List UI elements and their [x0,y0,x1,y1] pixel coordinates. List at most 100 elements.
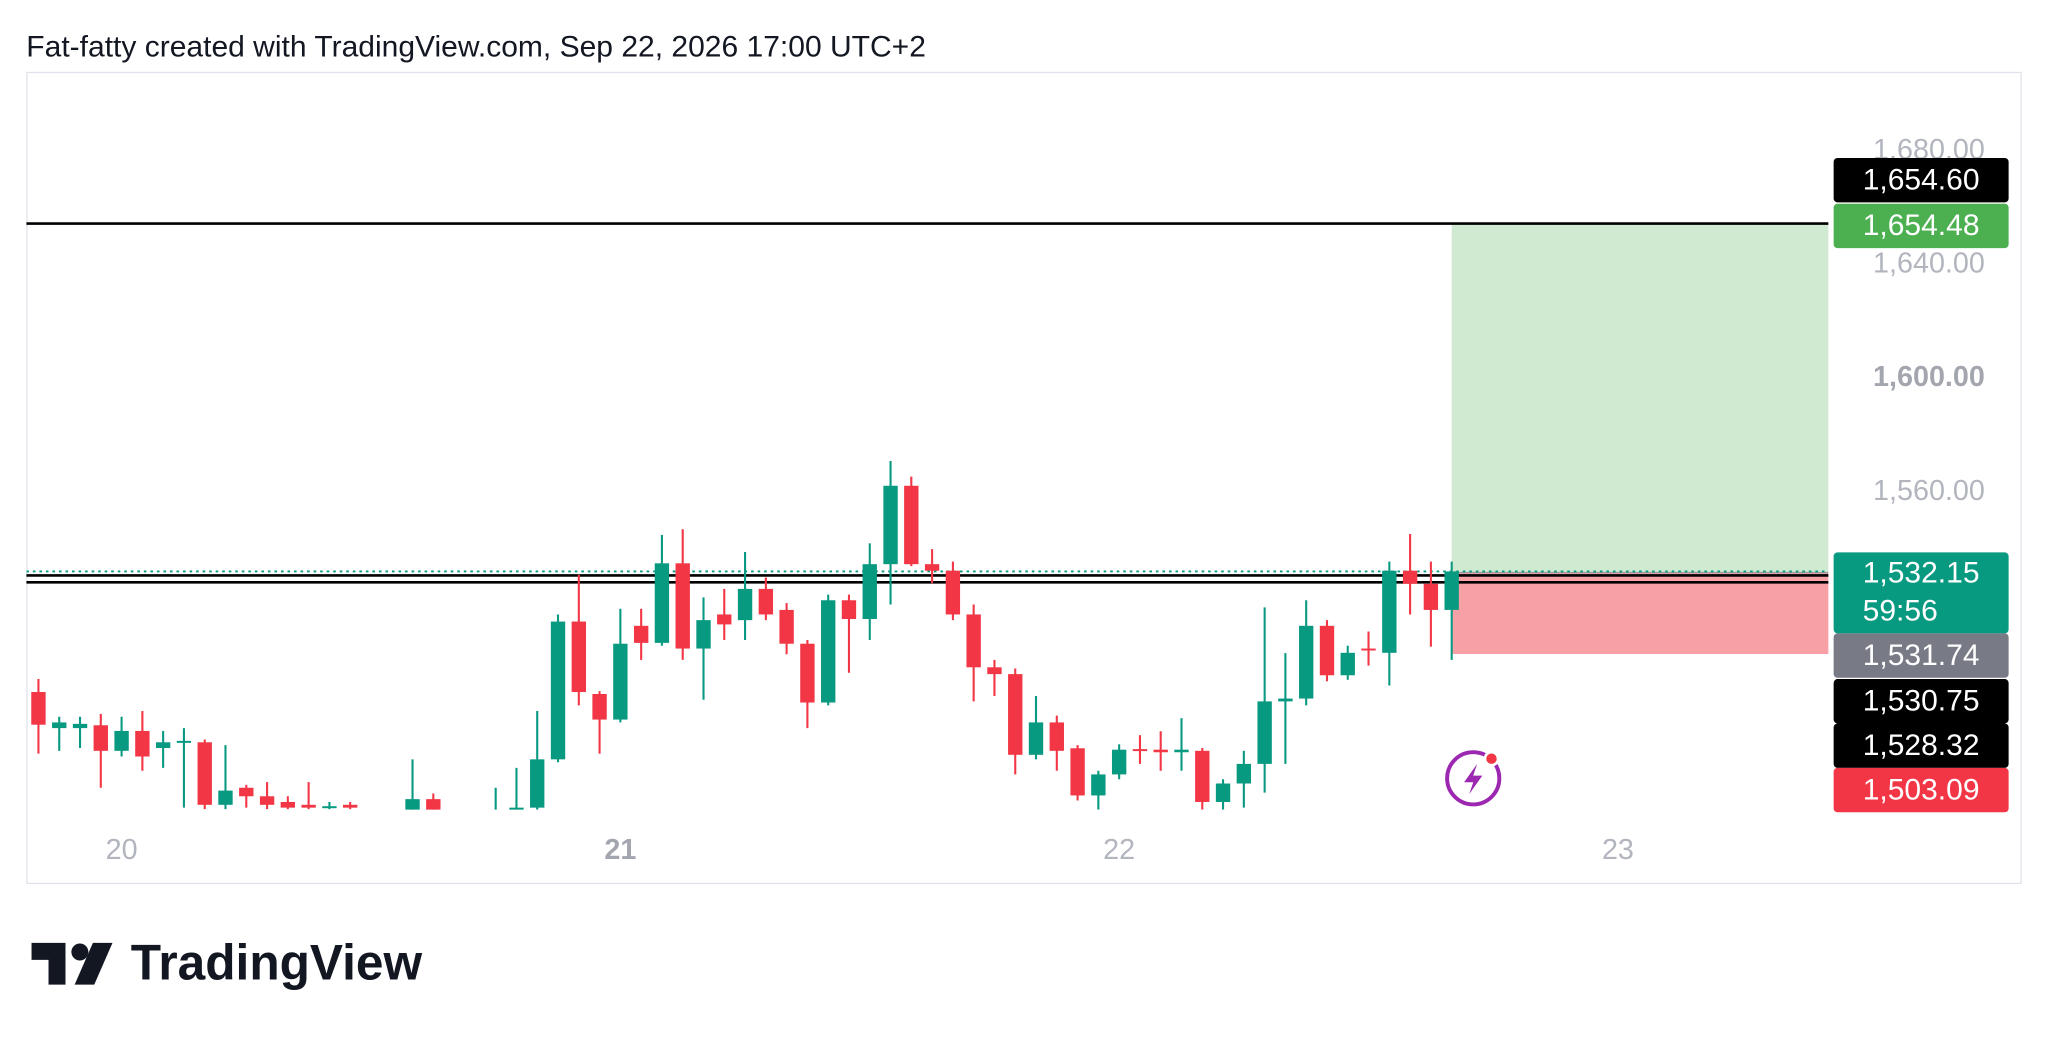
y-tick-label: 1,600.00 [1873,361,1985,393]
candle-body [675,563,690,649]
candle-body [1236,763,1252,784]
candle-body [1340,652,1355,676]
candle-body [613,643,628,720]
candle-body [592,694,607,720]
stop-tag-label: 1,503.09 [1863,773,1980,806]
candle-body [301,804,316,808]
candle-body [924,564,940,571]
candle-body [904,485,919,565]
candle-body [779,609,794,644]
target-zone [1451,223,1829,573]
candle-body [1111,749,1127,775]
candle-body [841,600,857,620]
candle-body [717,614,732,625]
candle-body [1215,783,1231,802]
level-tag-label: 1,654.60 [1863,163,1980,196]
candle-body [259,796,275,805]
candle-body [883,485,898,565]
candle-body [550,621,566,760]
level-tag-bg [1833,723,2009,768]
candle-body [1361,648,1376,651]
candle-body [1174,749,1189,753]
candle-body [1423,583,1439,610]
stop-zone [1451,572,1829,654]
candle-body [52,722,67,729]
candle-body [1402,570,1418,584]
entry-tag-bg [1833,633,2009,678]
level-tag-bg [1833,158,2009,203]
candle-body [800,643,815,703]
candle-body [447,816,461,819]
frame [26,71,2022,885]
candle-body [1299,625,1314,699]
candle-body [696,620,711,649]
alert-icon [1445,750,1502,807]
y-tick-label: 1,560.00 [1873,475,1985,507]
candle-body [1195,750,1210,802]
candle-body [737,588,753,621]
candle-body [114,730,129,751]
candle-body [176,740,192,743]
candle-body [1278,698,1293,702]
candle-body [758,588,774,615]
price-tags: 1,654.60 1,654.48 1,532.15 59:56 1,531.74 1,5… [1833,158,2009,813]
candle-body [405,799,420,810]
candle-body [966,614,981,668]
level-tag-bg [1833,679,2009,724]
candle-body [987,667,1002,675]
plot-area [26,222,1829,820]
candle-body [135,730,150,757]
candle-body [488,813,502,816]
candle-body [342,804,358,808]
candle-body [633,625,649,643]
candle-body [1028,722,1044,755]
target-tag-bg [1833,203,2009,249]
candle-body [155,742,171,748]
candle-body [197,742,212,805]
candle-body [530,759,545,808]
candle-body [218,790,233,805]
candle-body [821,600,836,703]
candle-body [385,813,399,816]
x-tick-label: 20 [106,834,138,866]
candle-body [93,725,108,751]
stop-tag-bg [1833,767,2009,813]
candle-body [945,570,961,615]
candle-body [1008,674,1023,755]
candle-body [1070,748,1085,796]
candle-body [72,723,88,729]
candle-body [654,563,670,643]
current-price-tag-bg [1833,552,2009,634]
candle-body [239,787,254,797]
candle-body [571,621,586,693]
level-tag-label: 1,530.75 [1863,684,1980,717]
candle-body [468,818,482,820]
x-tick-label: 21 [604,834,636,866]
header: Fat-fatty created with TradingView.com, … [26,30,926,63]
x-tick-label: 23 [1602,834,1634,866]
candle-body [1257,701,1272,764]
candle-body [1319,625,1335,676]
candle-body [1153,749,1168,753]
brand-logo [31,942,113,985]
candle-body [280,801,296,808]
candle-body [1091,774,1106,796]
candle-body [509,807,524,810]
y-tick-label: 1,640.00 [1873,248,1985,280]
level-tag-label: 1,528.32 [1863,729,1980,762]
candle-body [364,813,378,816]
target-tag-label: 1,654.48 [1863,209,1980,242]
candle-body [322,806,337,809]
candle-body [1382,570,1397,653]
candle-body [862,564,877,620]
candle-body [31,692,46,725]
candle-body [1132,749,1148,752]
candle-body [1444,571,1459,610]
entry-tag-label: 1,531.74 [1863,639,1980,672]
x-tick-label: 22 [1103,834,1135,866]
candle-body [1049,722,1064,751]
candle-body [426,799,441,810]
current-price-label: 1,532.15 [1863,557,1980,590]
